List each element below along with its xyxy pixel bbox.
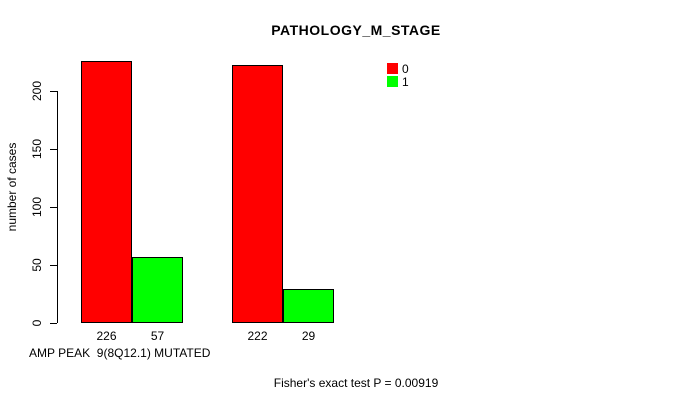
- legend-label-1: 1: [402, 75, 409, 89]
- y-tick-mark: [50, 148, 57, 150]
- bar-series-0-group-2: [232, 65, 283, 323]
- y-axis-label: number of cases: [5, 142, 19, 232]
- legend-swatch-0: [387, 63, 398, 74]
- y-axis-line: [57, 91, 58, 323]
- chart-title: PATHOLOGY_M_STAGE: [271, 22, 441, 38]
- y-tick-mark: [50, 206, 57, 208]
- y-tick-label: 0: [30, 319, 44, 327]
- y-tick-label: 200: [30, 80, 44, 102]
- bar-value-label: 222: [247, 329, 268, 343]
- y-tick-label: 100: [30, 196, 44, 218]
- bar-value-label: 226: [96, 329, 117, 343]
- y-tick-label: 50: [30, 258, 44, 272]
- bar-series-1-group-1: [132, 257, 183, 323]
- y-tick-label: 150: [30, 138, 44, 160]
- y-tick-mark: [50, 322, 57, 324]
- bar-series-1-group-2: [283, 289, 334, 323]
- x-axis-label: AMP PEAK 9(8Q12.1) MUTATED: [29, 346, 211, 360]
- fisher-test-note: Fisher's exact test P = 0.00919: [273, 376, 439, 390]
- bar-series-0-group-1: [81, 61, 132, 323]
- legend-label-0: 0: [402, 62, 409, 76]
- legend-swatch-1: [387, 76, 398, 87]
- bar-value-label: 57: [150, 329, 165, 343]
- y-tick-mark: [50, 264, 57, 266]
- bar-value-label: 29: [301, 329, 316, 343]
- y-tick-mark: [50, 90, 57, 92]
